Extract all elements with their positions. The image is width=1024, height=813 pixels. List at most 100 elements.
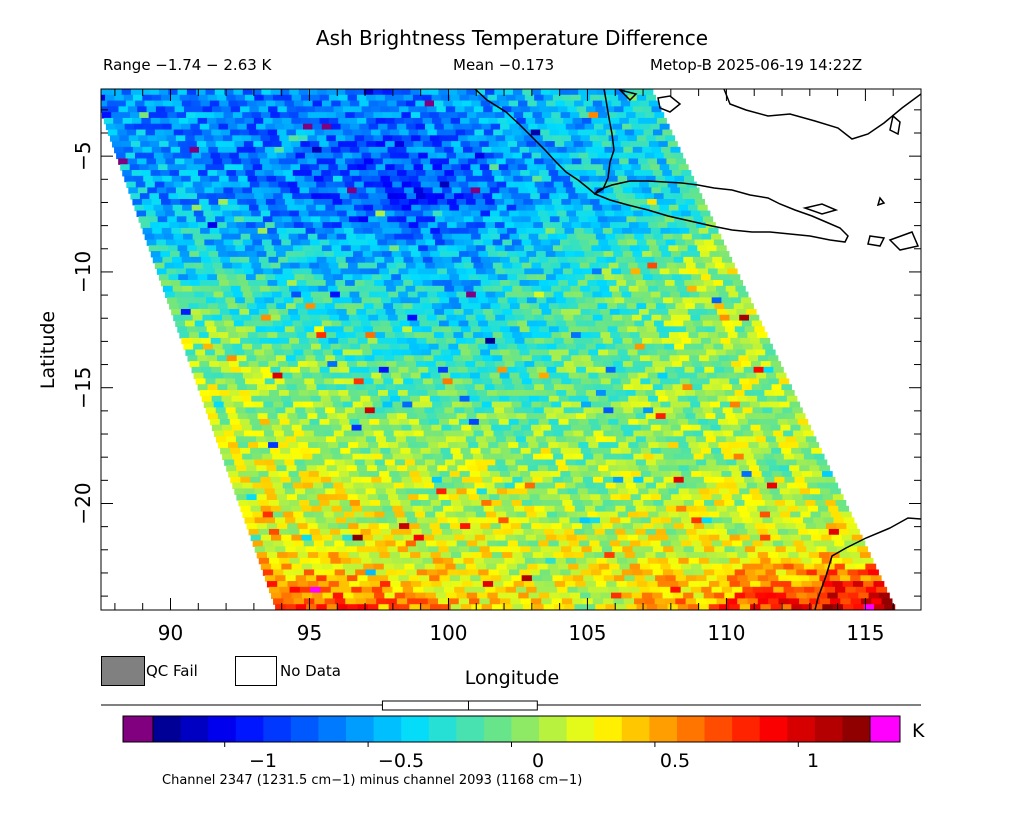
- heatmap-cell: [123, 94, 134, 102]
- heatmap-cell: [289, 528, 301, 536]
- heatmap-cell: [132, 146, 143, 154]
- heatmap-cell: [688, 204, 699, 212]
- heatmap-cell: [254, 459, 265, 466]
- heatmap-cell: [179, 251, 190, 258]
- heatmap-cell: [695, 436, 707, 443]
- heatmap-cell: [517, 540, 529, 547]
- heatmap-cell: [350, 343, 361, 351]
- heatmap-cell: [616, 280, 627, 287]
- heatmap-cell: [703, 453, 715, 461]
- heatmap-cell: [438, 112, 449, 119]
- heatmap-cell: [277, 204, 288, 212]
- heatmap-cell: [338, 442, 349, 449]
- heatmap-cell: [270, 447, 281, 455]
- heatmap-cell: [607, 112, 618, 119]
- heatmap-cell: [432, 164, 443, 171]
- heatmap-cell: [304, 378, 315, 385]
- heatmap-cell: [792, 407, 803, 414]
- heatmap-cell: [368, 390, 379, 397]
- heatmap-cell: [551, 424, 562, 432]
- heatmap-cell: [362, 401, 374, 408]
- heatmap-cell: [691, 540, 703, 547]
- heatmap-cell: [627, 175, 638, 183]
- heatmap-cell: [398, 291, 409, 298]
- heatmap-cell: [580, 424, 592, 432]
- heatmap-cell: [387, 337, 398, 345]
- heatmap-cell: [557, 256, 569, 264]
- heatmap-cell: [204, 135, 215, 142]
- heatmap-cell: [280, 314, 291, 322]
- heatmap-cell: [602, 500, 614, 507]
- heatmap-cell: [809, 465, 820, 472]
- heatmap-cell: [661, 471, 672, 478]
- heatmap-cell: [319, 418, 331, 426]
- heatmap-cell: [702, 320, 714, 327]
- heatmap-cell: [332, 534, 343, 542]
- heatmap-cell: [609, 285, 620, 293]
- heatmap-cell: [633, 170, 645, 177]
- heatmap-cell: [818, 505, 829, 513]
- heatmap-cell: [536, 251, 547, 258]
- heatmap-cell: [728, 465, 740, 472]
- heatmap-cell: [666, 262, 677, 270]
- heatmap-cell: [720, 401, 731, 408]
- heatmap-cell: [496, 488, 508, 495]
- heatmap-cell: [514, 314, 526, 322]
- heatmap-cell: [544, 204, 555, 212]
- heatmap-cell: [671, 471, 682, 478]
- heatmap-cell: [474, 152, 485, 160]
- heatmap-cell: [431, 117, 442, 125]
- heatmap-cell: [540, 239, 551, 246]
- heatmap-cell: [556, 343, 567, 351]
- heatmap-cell: [561, 424, 572, 432]
- heatmap-cell: [154, 233, 165, 241]
- heatmap-cell: [583, 337, 594, 345]
- heatmap-cell: [212, 106, 222, 113]
- heatmap-cell: [595, 233, 607, 241]
- heatmap-cell: [602, 204, 613, 212]
- heatmap-cell: [634, 129, 645, 136]
- heatmap-cell: [553, 453, 564, 461]
- heatmap-cell: [509, 123, 520, 131]
- heatmap-cell: [252, 239, 263, 246]
- heatmap-cell: [607, 534, 619, 542]
- heatmap-cell: [640, 424, 652, 432]
- heatmap-cell: [105, 94, 115, 102]
- heatmap-cell: [380, 222, 391, 229]
- heatmap-cell: [566, 413, 577, 420]
- heatmap-cell: [422, 401, 433, 408]
- heatmap-cell: [370, 447, 381, 455]
- heatmap-cell: [375, 308, 387, 316]
- heatmap-cell: [224, 320, 235, 327]
- heatmap-cell: [622, 251, 634, 258]
- heatmap-cell: [379, 552, 391, 559]
- heatmap-cell: [377, 193, 389, 200]
- heatmap-cell: [189, 198, 200, 206]
- heatmap-cell: [309, 262, 320, 270]
- heatmap-cell: [175, 135, 186, 142]
- heatmap-cell: [573, 552, 585, 559]
- heatmap-cell: [740, 424, 752, 432]
- heatmap-cell: [651, 106, 662, 113]
- heatmap-cell: [628, 395, 639, 403]
- heatmap-cell: [333, 430, 345, 437]
- heatmap-cell: [176, 112, 187, 119]
- heatmap-cell: [734, 523, 746, 530]
- heatmap-cell: [427, 390, 439, 397]
- heatmap-cell: [598, 349, 609, 356]
- heatmap-cell: [662, 274, 673, 281]
- heatmap-cell: [669, 268, 680, 275]
- heatmap-cell: [471, 401, 483, 408]
- heatmap-cell: [534, 361, 545, 368]
- heatmap-cell: [544, 314, 555, 322]
- heatmap-cell: [121, 89, 132, 96]
- heatmap-cell: [739, 557, 751, 565]
- heatmap-cell: [598, 418, 609, 426]
- heatmap-cell: [361, 297, 372, 304]
- heatmap-cell: [698, 465, 710, 472]
- heatmap-cell: [447, 366, 459, 374]
- heatmap-cell: [386, 517, 398, 524]
- heatmap-cell: [227, 146, 238, 154]
- heatmap-cell: [800, 534, 812, 542]
- heatmap-cell: [414, 308, 426, 316]
